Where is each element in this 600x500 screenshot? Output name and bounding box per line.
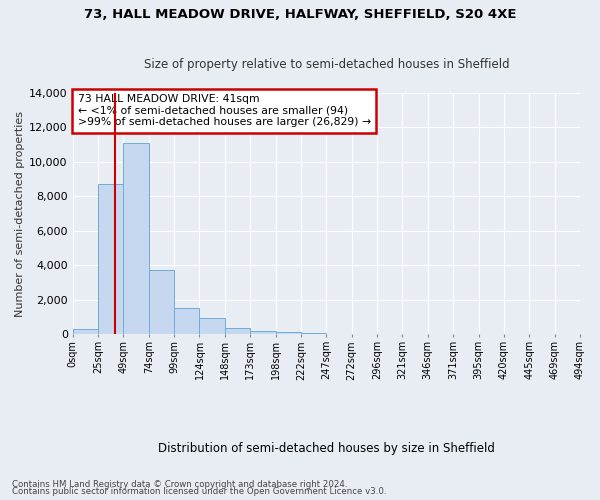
Y-axis label: Number of semi-detached properties: Number of semi-detached properties	[15, 110, 25, 316]
Bar	[225, 328, 250, 334]
X-axis label: Distribution of semi-detached houses by size in Sheffield: Distribution of semi-detached houses by …	[158, 442, 495, 455]
Bar	[124, 143, 149, 334]
Text: Contains HM Land Registry data © Crown copyright and database right 2024.: Contains HM Land Registry data © Crown c…	[12, 480, 347, 489]
Bar	[174, 308, 199, 334]
Bar	[98, 184, 124, 334]
Text: 73, HALL MEADOW DRIVE, HALFWAY, SHEFFIELD, S20 4XE: 73, HALL MEADOW DRIVE, HALFWAY, SHEFFIEL…	[84, 8, 516, 20]
Title: Size of property relative to semi-detached houses in Sheffield: Size of property relative to semi-detach…	[143, 58, 509, 71]
Bar	[250, 331, 275, 334]
Bar	[301, 332, 326, 334]
Text: Contains public sector information licensed under the Open Government Licence v3: Contains public sector information licen…	[12, 488, 386, 496]
Bar	[73, 330, 98, 334]
Bar	[275, 332, 301, 334]
Bar	[199, 318, 225, 334]
Bar	[149, 270, 174, 334]
Text: 73 HALL MEADOW DRIVE: 41sqm
← <1% of semi-detached houses are smaller (94)
>99% : 73 HALL MEADOW DRIVE: 41sqm ← <1% of sem…	[78, 94, 371, 128]
